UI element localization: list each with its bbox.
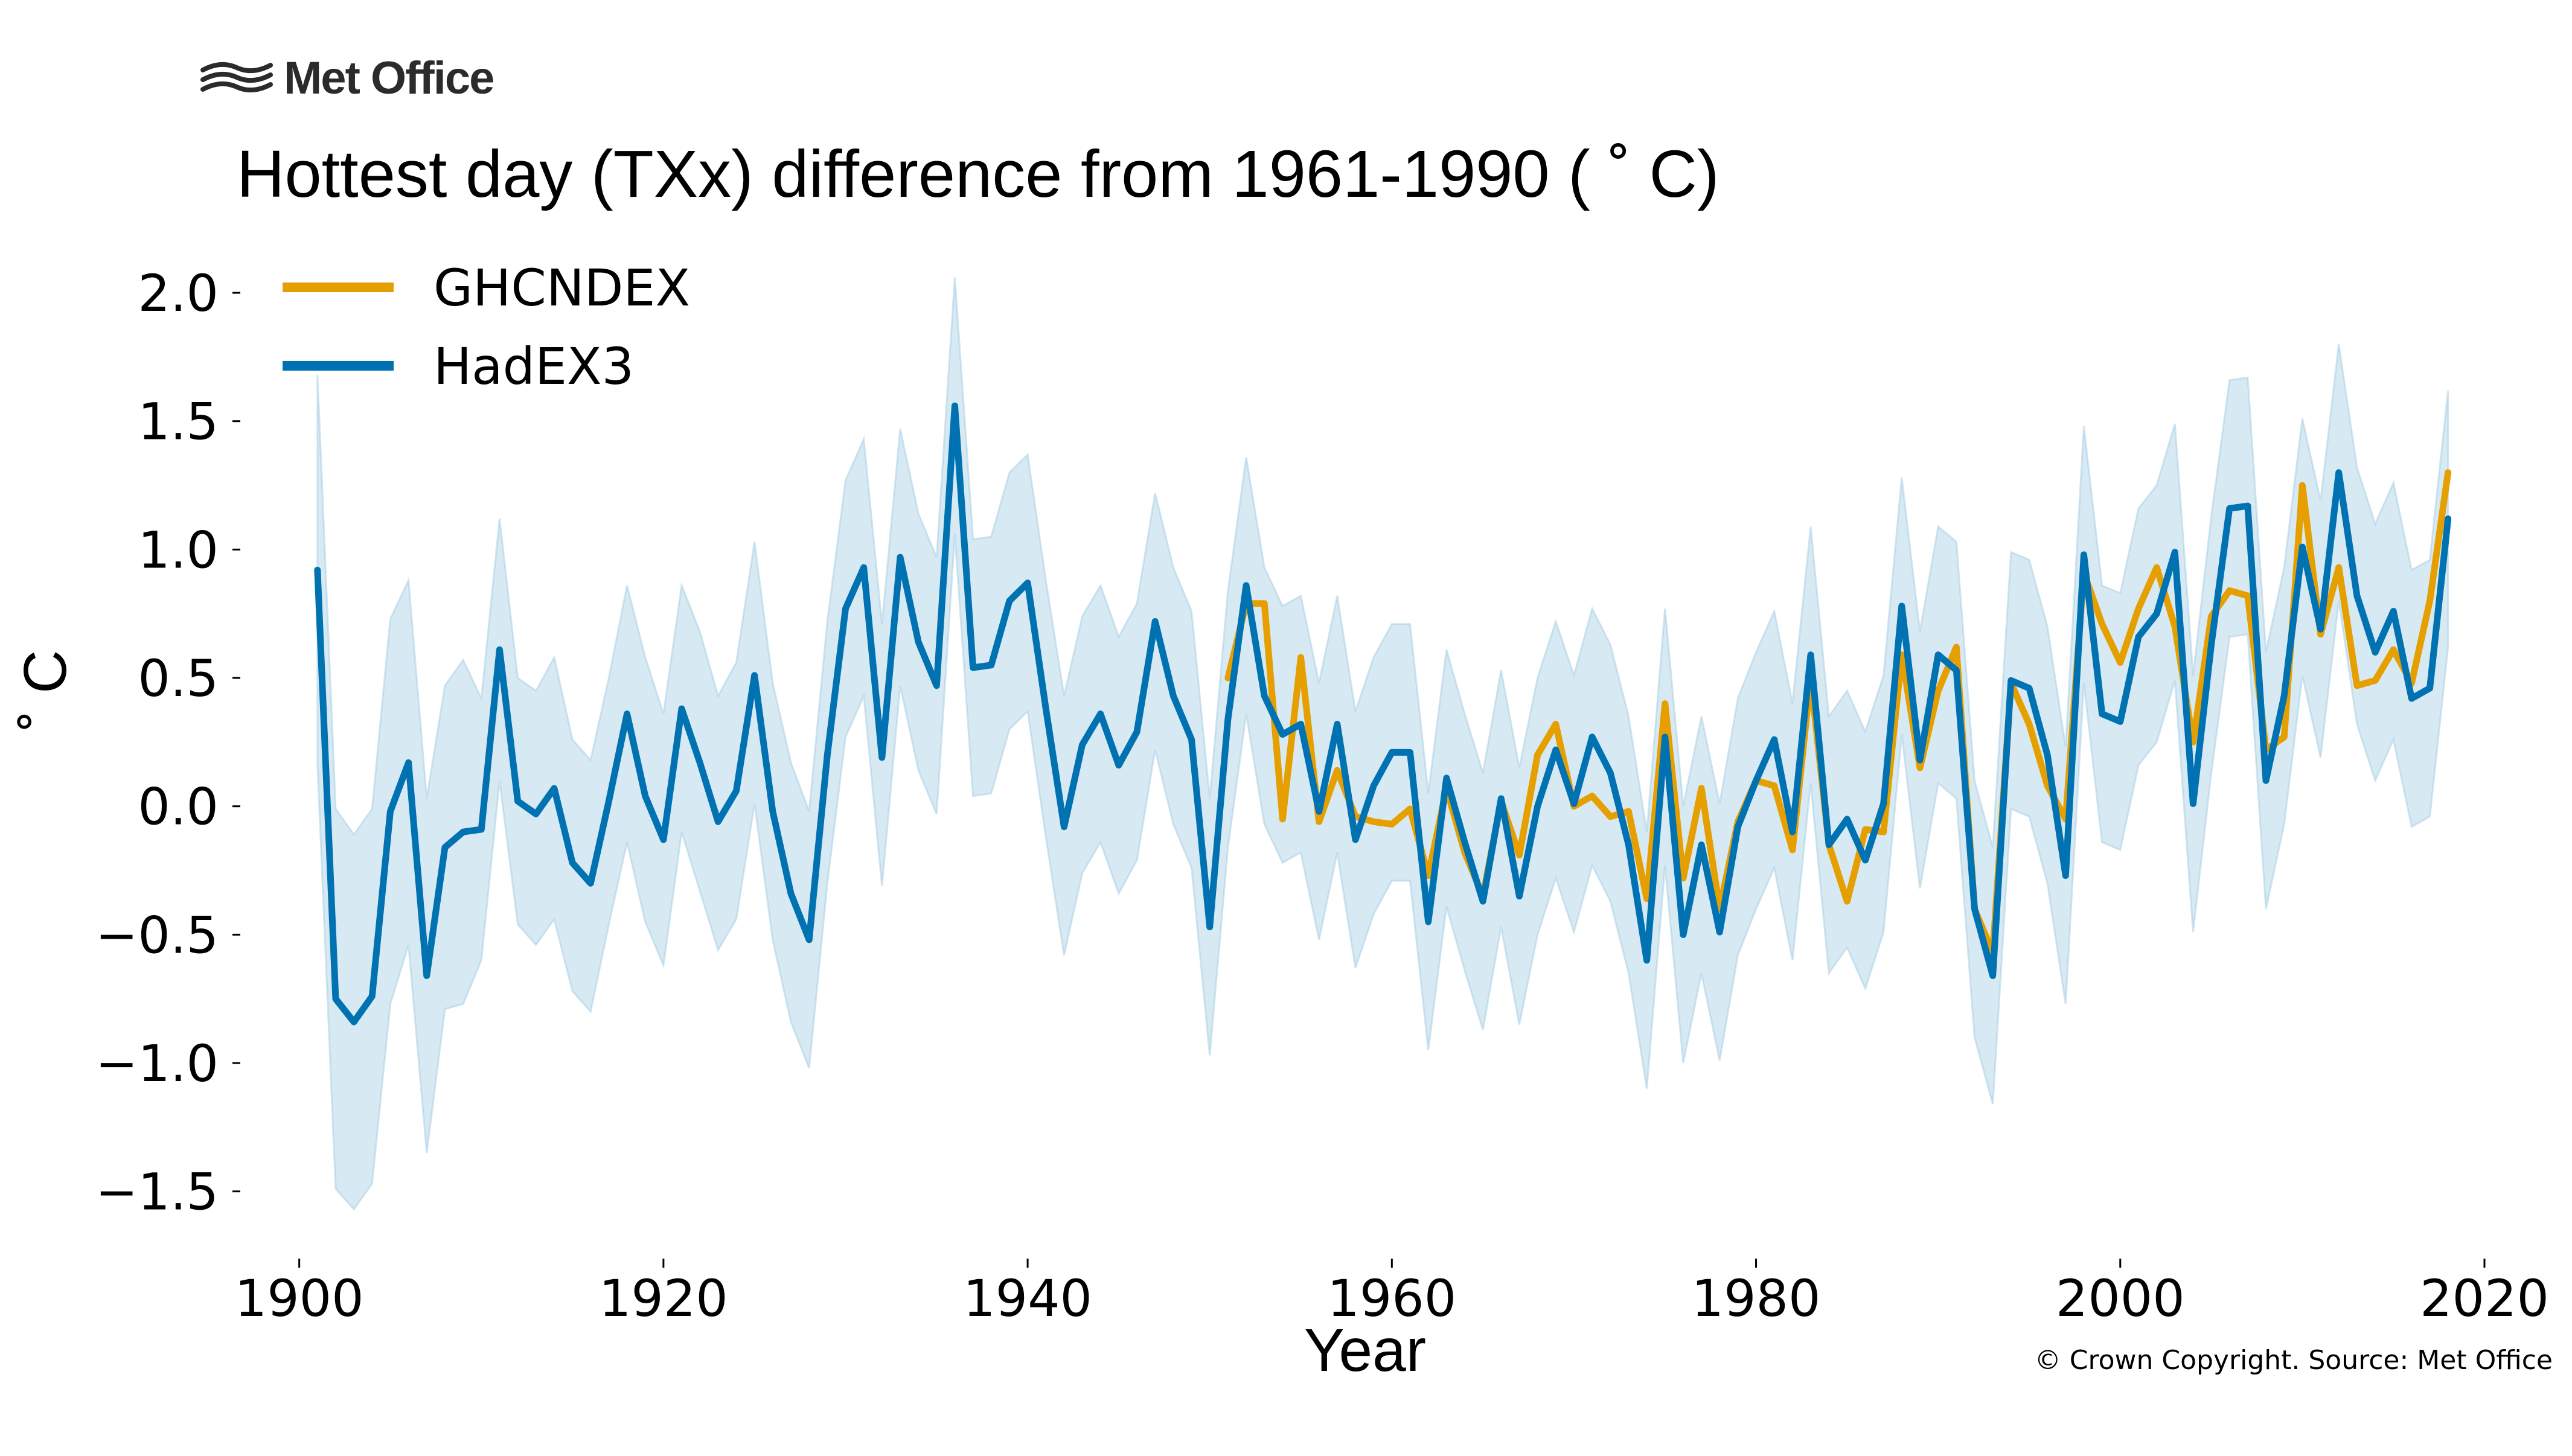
series-lines-layer [314,402,2452,1026]
chart-title: Hottest day (TXx) difference from 1961-1… [237,137,1719,211]
series-line-0 [1224,469,2452,956]
y-tick-label: 2.0 [138,264,219,323]
met-office-wave-icon [200,62,273,93]
y-tick-label: 0.5 [138,649,219,708]
x-tick-label: 2020 [2420,1269,2549,1328]
met-office-logo: Met Office [200,51,494,105]
legend-label-0: GHCNDEX [433,258,690,318]
x-axis: 1900 1920 1940 1960 1980 2000 2020 [235,1259,2549,1328]
legend: GHCNDEX HadEX3 [283,258,690,396]
x-tick-label: 1960 [1327,1269,1456,1328]
y-tick-label: −1.0 [95,1034,219,1093]
x-tick-label: 1940 [963,1269,1092,1328]
x-tick-label: 1920 [599,1269,728,1328]
x-tick-label: 1900 [235,1269,364,1328]
uncertainty-band-1 [316,277,2449,1211]
y-axis-label: ˚ C [11,650,79,730]
y-axis: 2.0 1.5 1.0 0.5 0.0 −0.5 −1.0 −1.5 [95,264,240,1222]
series-line-1 [314,402,2452,1026]
y-tick-label: −1.5 [95,1163,219,1222]
legend-label-1: HadEX3 [433,337,634,396]
x-tick-label: 1980 [1692,1269,1821,1328]
x-axis-label: Year [1304,1317,1427,1384]
y-tick-label: 0.0 [138,777,219,837]
logo-text: Met Office [284,52,494,104]
x-tick-label: 2000 [2056,1269,2185,1328]
y-tick-label: 1.5 [138,392,219,452]
y-tick-label: 1.0 [138,520,219,580]
copyright-notice: © Crown Copyright. Source: Met Office [2034,1345,2553,1376]
y-tick-label: −0.5 [95,905,219,965]
uncertainty-band-layer [316,277,2449,1211]
